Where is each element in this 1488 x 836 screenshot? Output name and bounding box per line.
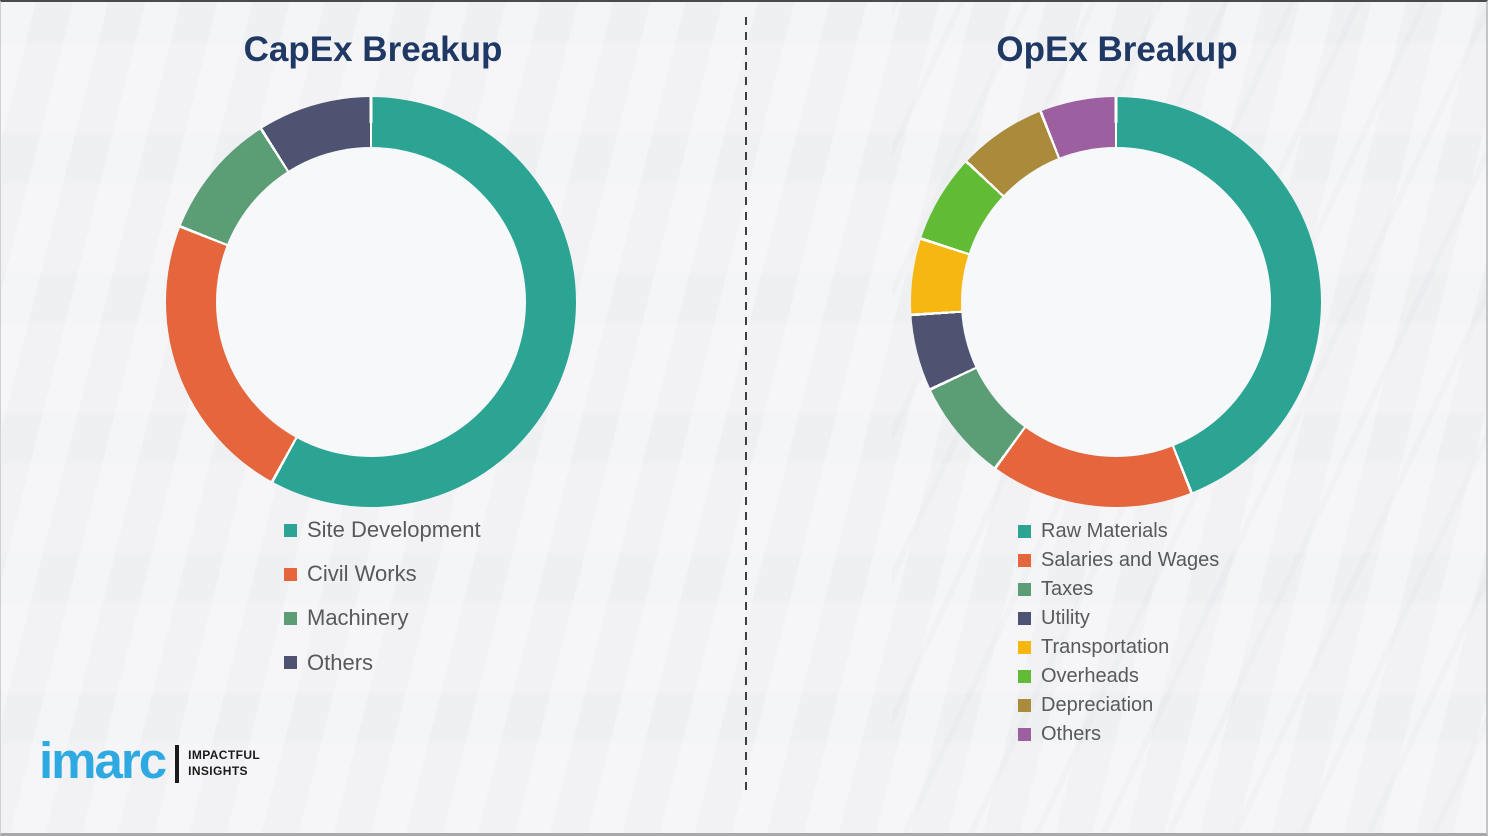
legend-item: Machinery bbox=[284, 606, 481, 630]
opex-legend: Raw Materials Salaries and Wages Taxes Util… bbox=[1018, 520, 1219, 752]
panel-divider bbox=[745, 17, 747, 790]
legend-swatch bbox=[284, 611, 297, 625]
legend-label: Others bbox=[1041, 723, 1102, 745]
legend-item: Transportation bbox=[1018, 636, 1219, 658]
opex-chart-title: OpEx Breakup bbox=[996, 30, 1238, 69]
legend-item: Site Development bbox=[284, 517, 481, 542]
donut-hole bbox=[216, 147, 526, 457]
legend-swatch bbox=[1018, 698, 1031, 712]
legend-label: Taxes bbox=[1041, 578, 1094, 600]
logo-tagline-line2: INSIGHTS bbox=[188, 763, 248, 778]
legend-swatch bbox=[1018, 640, 1031, 654]
legend-item: Raw Materials bbox=[1018, 520, 1219, 542]
imarc-logo: imarc IMPACTFUL INSIGHTS bbox=[39, 732, 260, 789]
legend-label: Depreciation bbox=[1041, 694, 1154, 716]
logo-tagline-line1: IMPACTFUL bbox=[188, 747, 261, 762]
legend-item: Salaries and Wages bbox=[1018, 549, 1219, 571]
capex-legend: Site Development Civil Works Machinery Othe… bbox=[284, 517, 481, 695]
logo-divider-bar bbox=[175, 744, 180, 783]
legend-swatch bbox=[284, 567, 297, 581]
legend-item: Overheads bbox=[1018, 665, 1219, 687]
legend-item: Others bbox=[284, 649, 481, 675]
legend-item: Utility bbox=[1018, 607, 1219, 629]
legend-label: Civil Works bbox=[307, 561, 417, 587]
brand-wordmark: imarc bbox=[39, 732, 167, 789]
opex-donut-chart bbox=[911, 97, 1321, 507]
legend-swatch bbox=[1018, 553, 1031, 567]
legend-label: Others bbox=[307, 649, 374, 675]
legend-label: Machinery bbox=[307, 605, 409, 631]
legend-swatch bbox=[1018, 669, 1031, 683]
legend-swatch bbox=[284, 656, 297, 670]
legend-swatch bbox=[1018, 582, 1031, 596]
legend-swatch bbox=[1018, 611, 1031, 625]
legend-swatch bbox=[1018, 524, 1031, 538]
legend-swatch bbox=[284, 523, 297, 537]
legend-item: Others bbox=[1018, 723, 1219, 745]
legend-swatch bbox=[1018, 727, 1031, 741]
legend-label: Raw Materials bbox=[1041, 520, 1168, 542]
legend-item: Depreciation bbox=[1018, 694, 1219, 716]
capex-chart-title: CapEx Breakup bbox=[243, 30, 503, 69]
legend-item: Civil Works bbox=[284, 561, 481, 587]
legend-label: Site Development bbox=[307, 517, 481, 542]
logo-tagline: IMPACTFUL INSIGHTS bbox=[188, 748, 260, 779]
capex-donut-chart bbox=[166, 97, 576, 507]
legend-label: Salaries and Wages bbox=[1041, 549, 1220, 571]
donut-hole bbox=[961, 147, 1271, 457]
legend-label: Utility bbox=[1041, 607, 1090, 629]
legend-item: Taxes bbox=[1018, 578, 1219, 600]
legend-label: Overheads bbox=[1041, 665, 1139, 687]
legend-label: Transportation bbox=[1041, 636, 1170, 658]
